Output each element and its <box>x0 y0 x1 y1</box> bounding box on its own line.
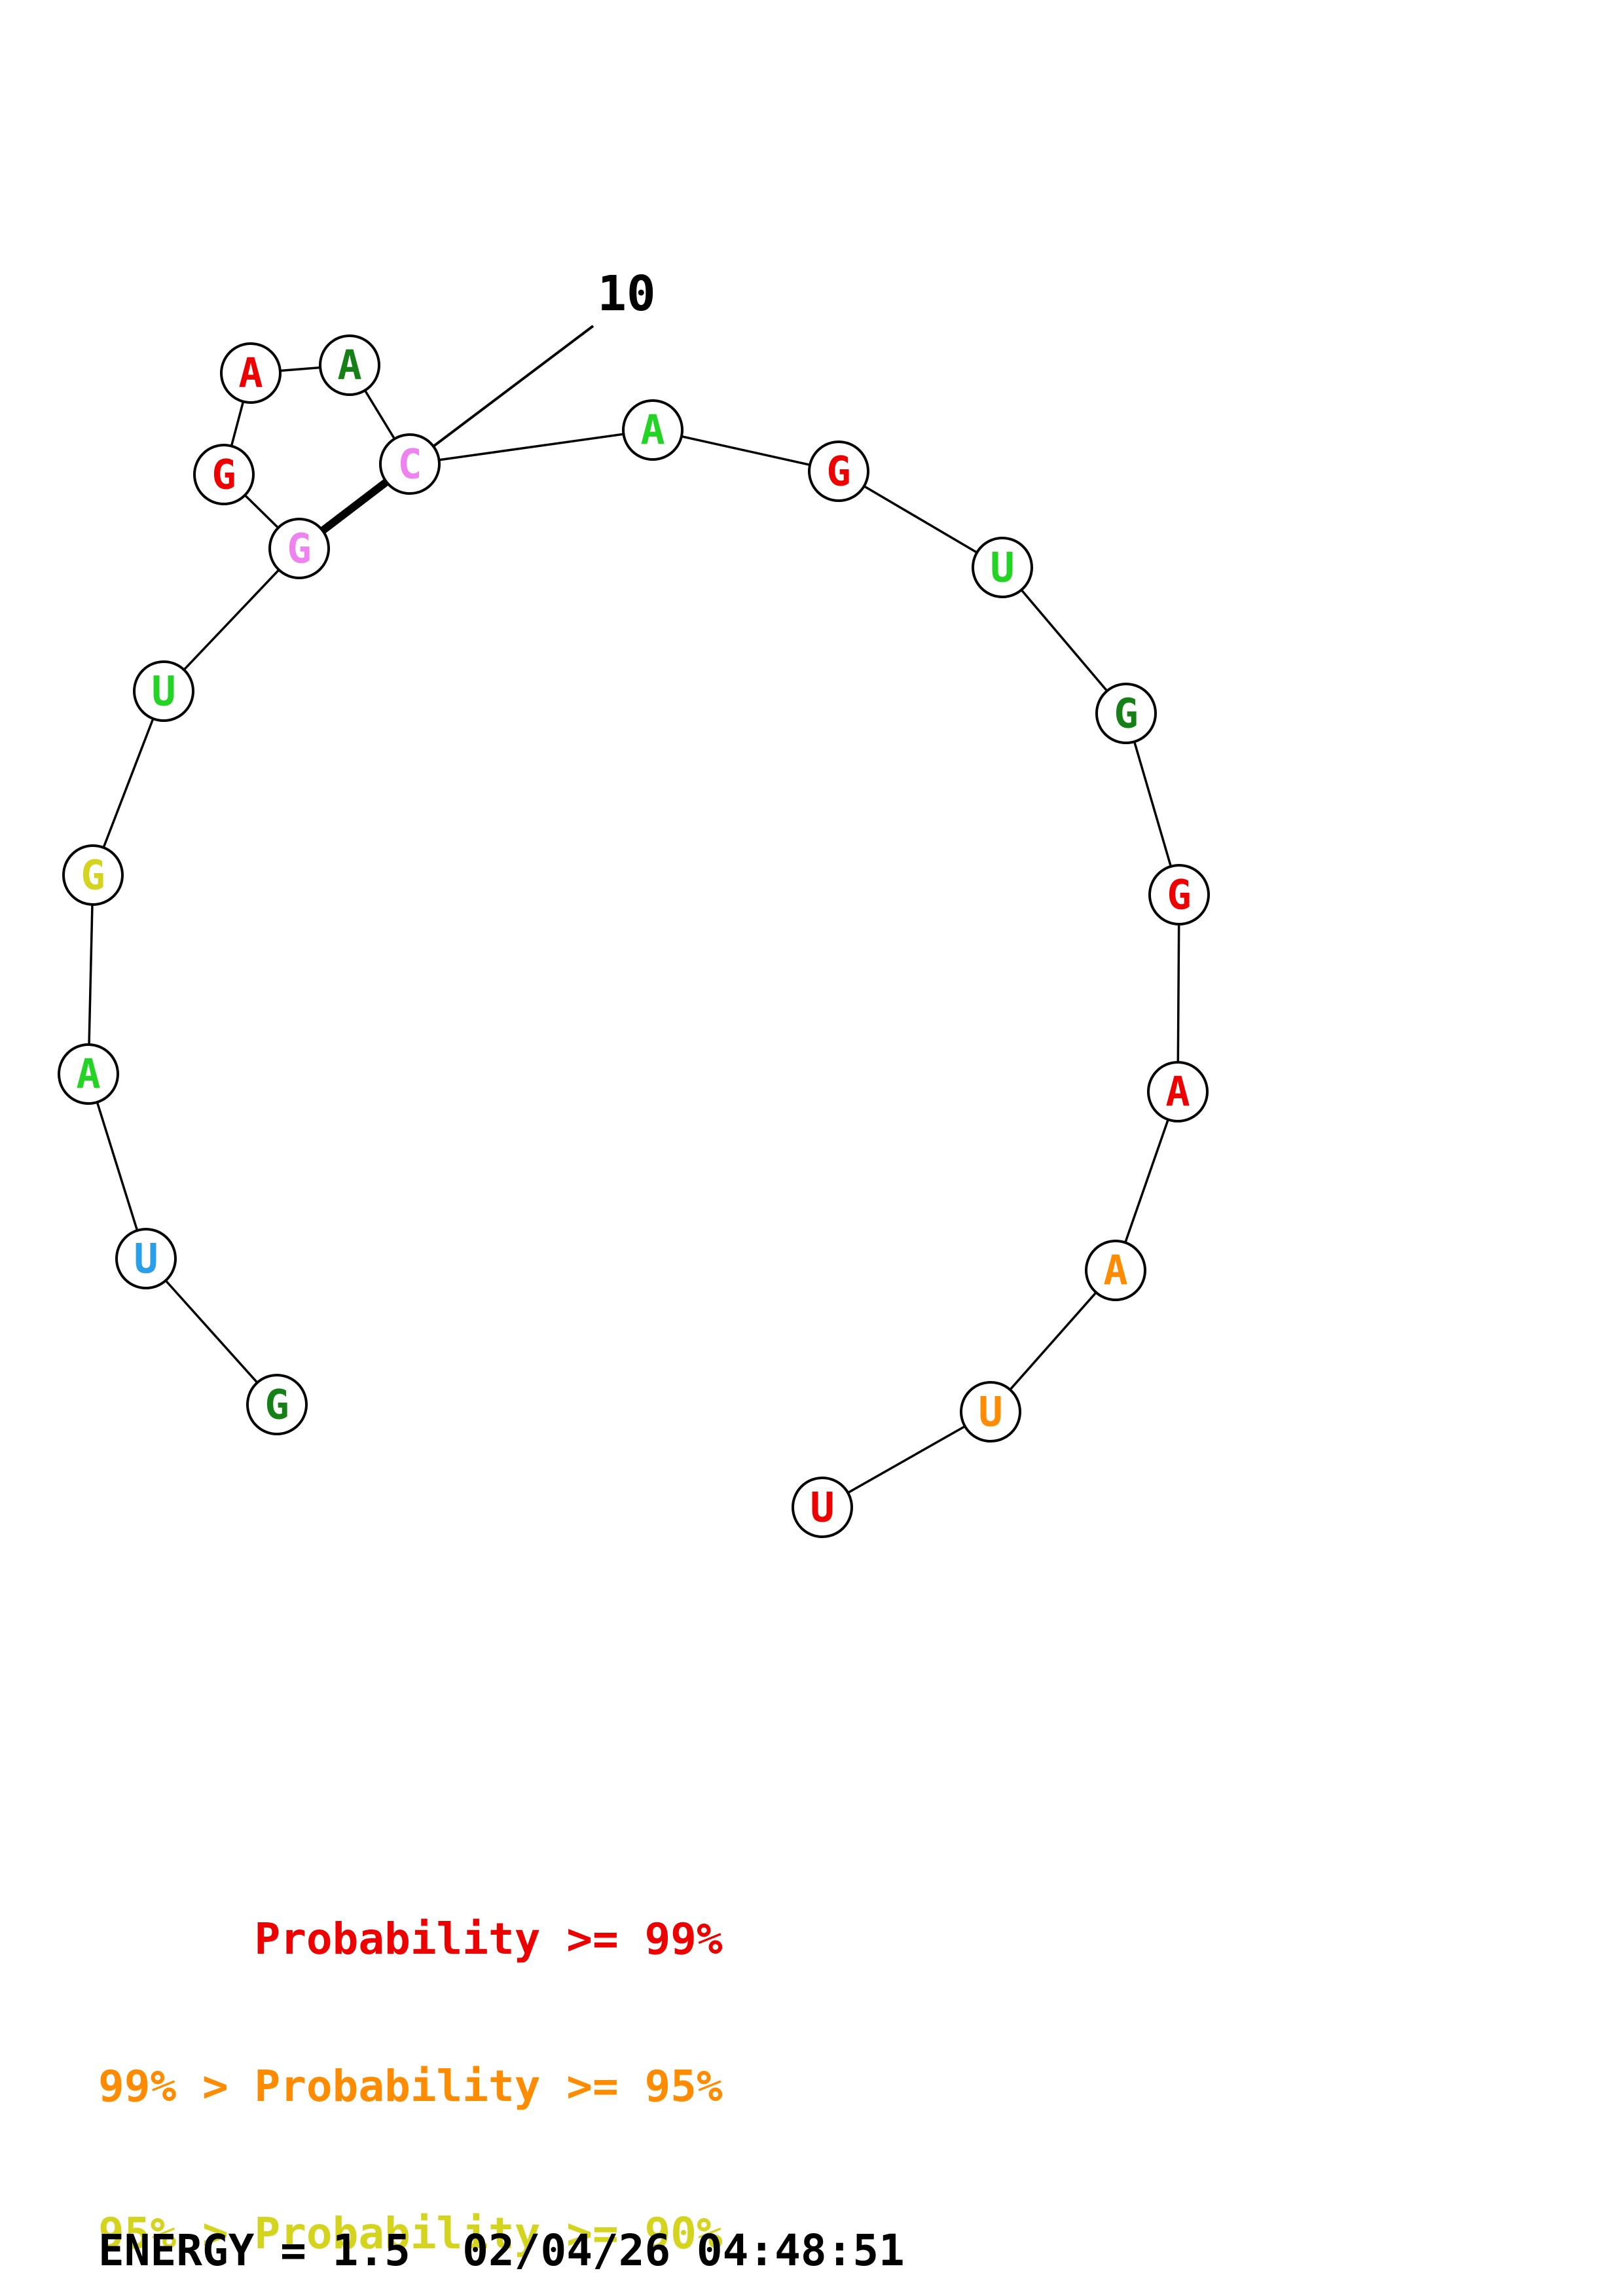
nucleotide-letter: A <box>640 406 665 454</box>
backbone-edge <box>92 691 165 876</box>
legend-line-3: 95% > Probability >= 90% <box>98 2208 723 2259</box>
nucleotide-letter: G <box>826 448 850 495</box>
nucleotide-letter: U <box>978 1388 1002 1436</box>
nucleotide-letter: G <box>1114 690 1138 738</box>
nucleotide-letter: U <box>151 668 175 715</box>
nucleotide-circle <box>58 1043 119 1105</box>
nucleotide-circle <box>622 399 684 461</box>
nucleotide-circle <box>220 342 282 404</box>
backbone-edge <box>1125 713 1180 895</box>
nucleotide-circle <box>268 518 330 579</box>
nucleotide-circle <box>1095 683 1157 744</box>
backbone-edge <box>1176 894 1180 1092</box>
nucleotide-circle <box>1147 1061 1209 1122</box>
nucleotide-circle <box>246 1374 308 1435</box>
nucleotide-letter: C <box>397 440 422 488</box>
nucleotide-circle <box>319 334 380 396</box>
position-label: 10 <box>597 266 655 322</box>
nucleotide-letter: A <box>1165 1068 1190 1116</box>
backbone-edge <box>822 1410 991 1509</box>
nucleotide-letter: A <box>76 1050 100 1098</box>
nucleotide-letter: U <box>134 1235 158 1283</box>
nucleotide-circle <box>808 440 869 502</box>
nucleotide-circle <box>193 444 255 505</box>
nucleotide-letter: G <box>264 1381 289 1429</box>
nucleotide-circle <box>972 537 1033 598</box>
nucleotide-circle <box>960 1381 1021 1443</box>
backbone-edge <box>652 429 839 473</box>
energy-footer: ENERGY = 1.5 02/04/26 04:48:51 <box>98 2225 905 2276</box>
nucleotide-circle <box>1085 1240 1146 1301</box>
nucleotide-circle <box>1148 864 1210 925</box>
backbone-edge <box>1114 1091 1179 1271</box>
backbone-edge <box>989 1269 1117 1413</box>
nucleotide-letter: A <box>337 342 361 389</box>
nucleotide-letter: G <box>81 852 105 899</box>
nucleotide-letter: U <box>990 544 1014 592</box>
nucleotide-letter: G <box>211 451 236 499</box>
backbone-edge <box>145 1257 278 1406</box>
nucleotide-letter: A <box>1103 1247 1127 1295</box>
backbone-edge <box>1001 566 1127 715</box>
nucleotide-letter: U <box>810 1484 834 1532</box>
nucleotide-letter: G <box>1167 871 1191 919</box>
backbone-edge <box>162 547 301 692</box>
nucleotide-letter: A <box>238 350 263 397</box>
position-pointer-line <box>409 325 594 465</box>
nucleotide-circle <box>133 660 194 722</box>
backbone-edge <box>409 429 653 465</box>
probability-legend: Probability >= 99% 99% > Probability >= … <box>98 1816 723 2296</box>
nucleotide-circle <box>379 433 441 495</box>
backbone-edge <box>838 470 1003 569</box>
legend-line-1: Probability >= 99% <box>98 1914 723 1964</box>
backbone-edge <box>87 1073 147 1259</box>
nucleotide-circle <box>62 844 124 906</box>
legend-line-2: 99% > Probability >= 95% <box>98 2061 723 2111</box>
backbone-edge <box>87 874 94 1075</box>
nucleotide-letter: G <box>287 525 311 573</box>
nucleotide-circle <box>792 1477 853 1538</box>
nucleotide-circle <box>115 1228 177 1289</box>
